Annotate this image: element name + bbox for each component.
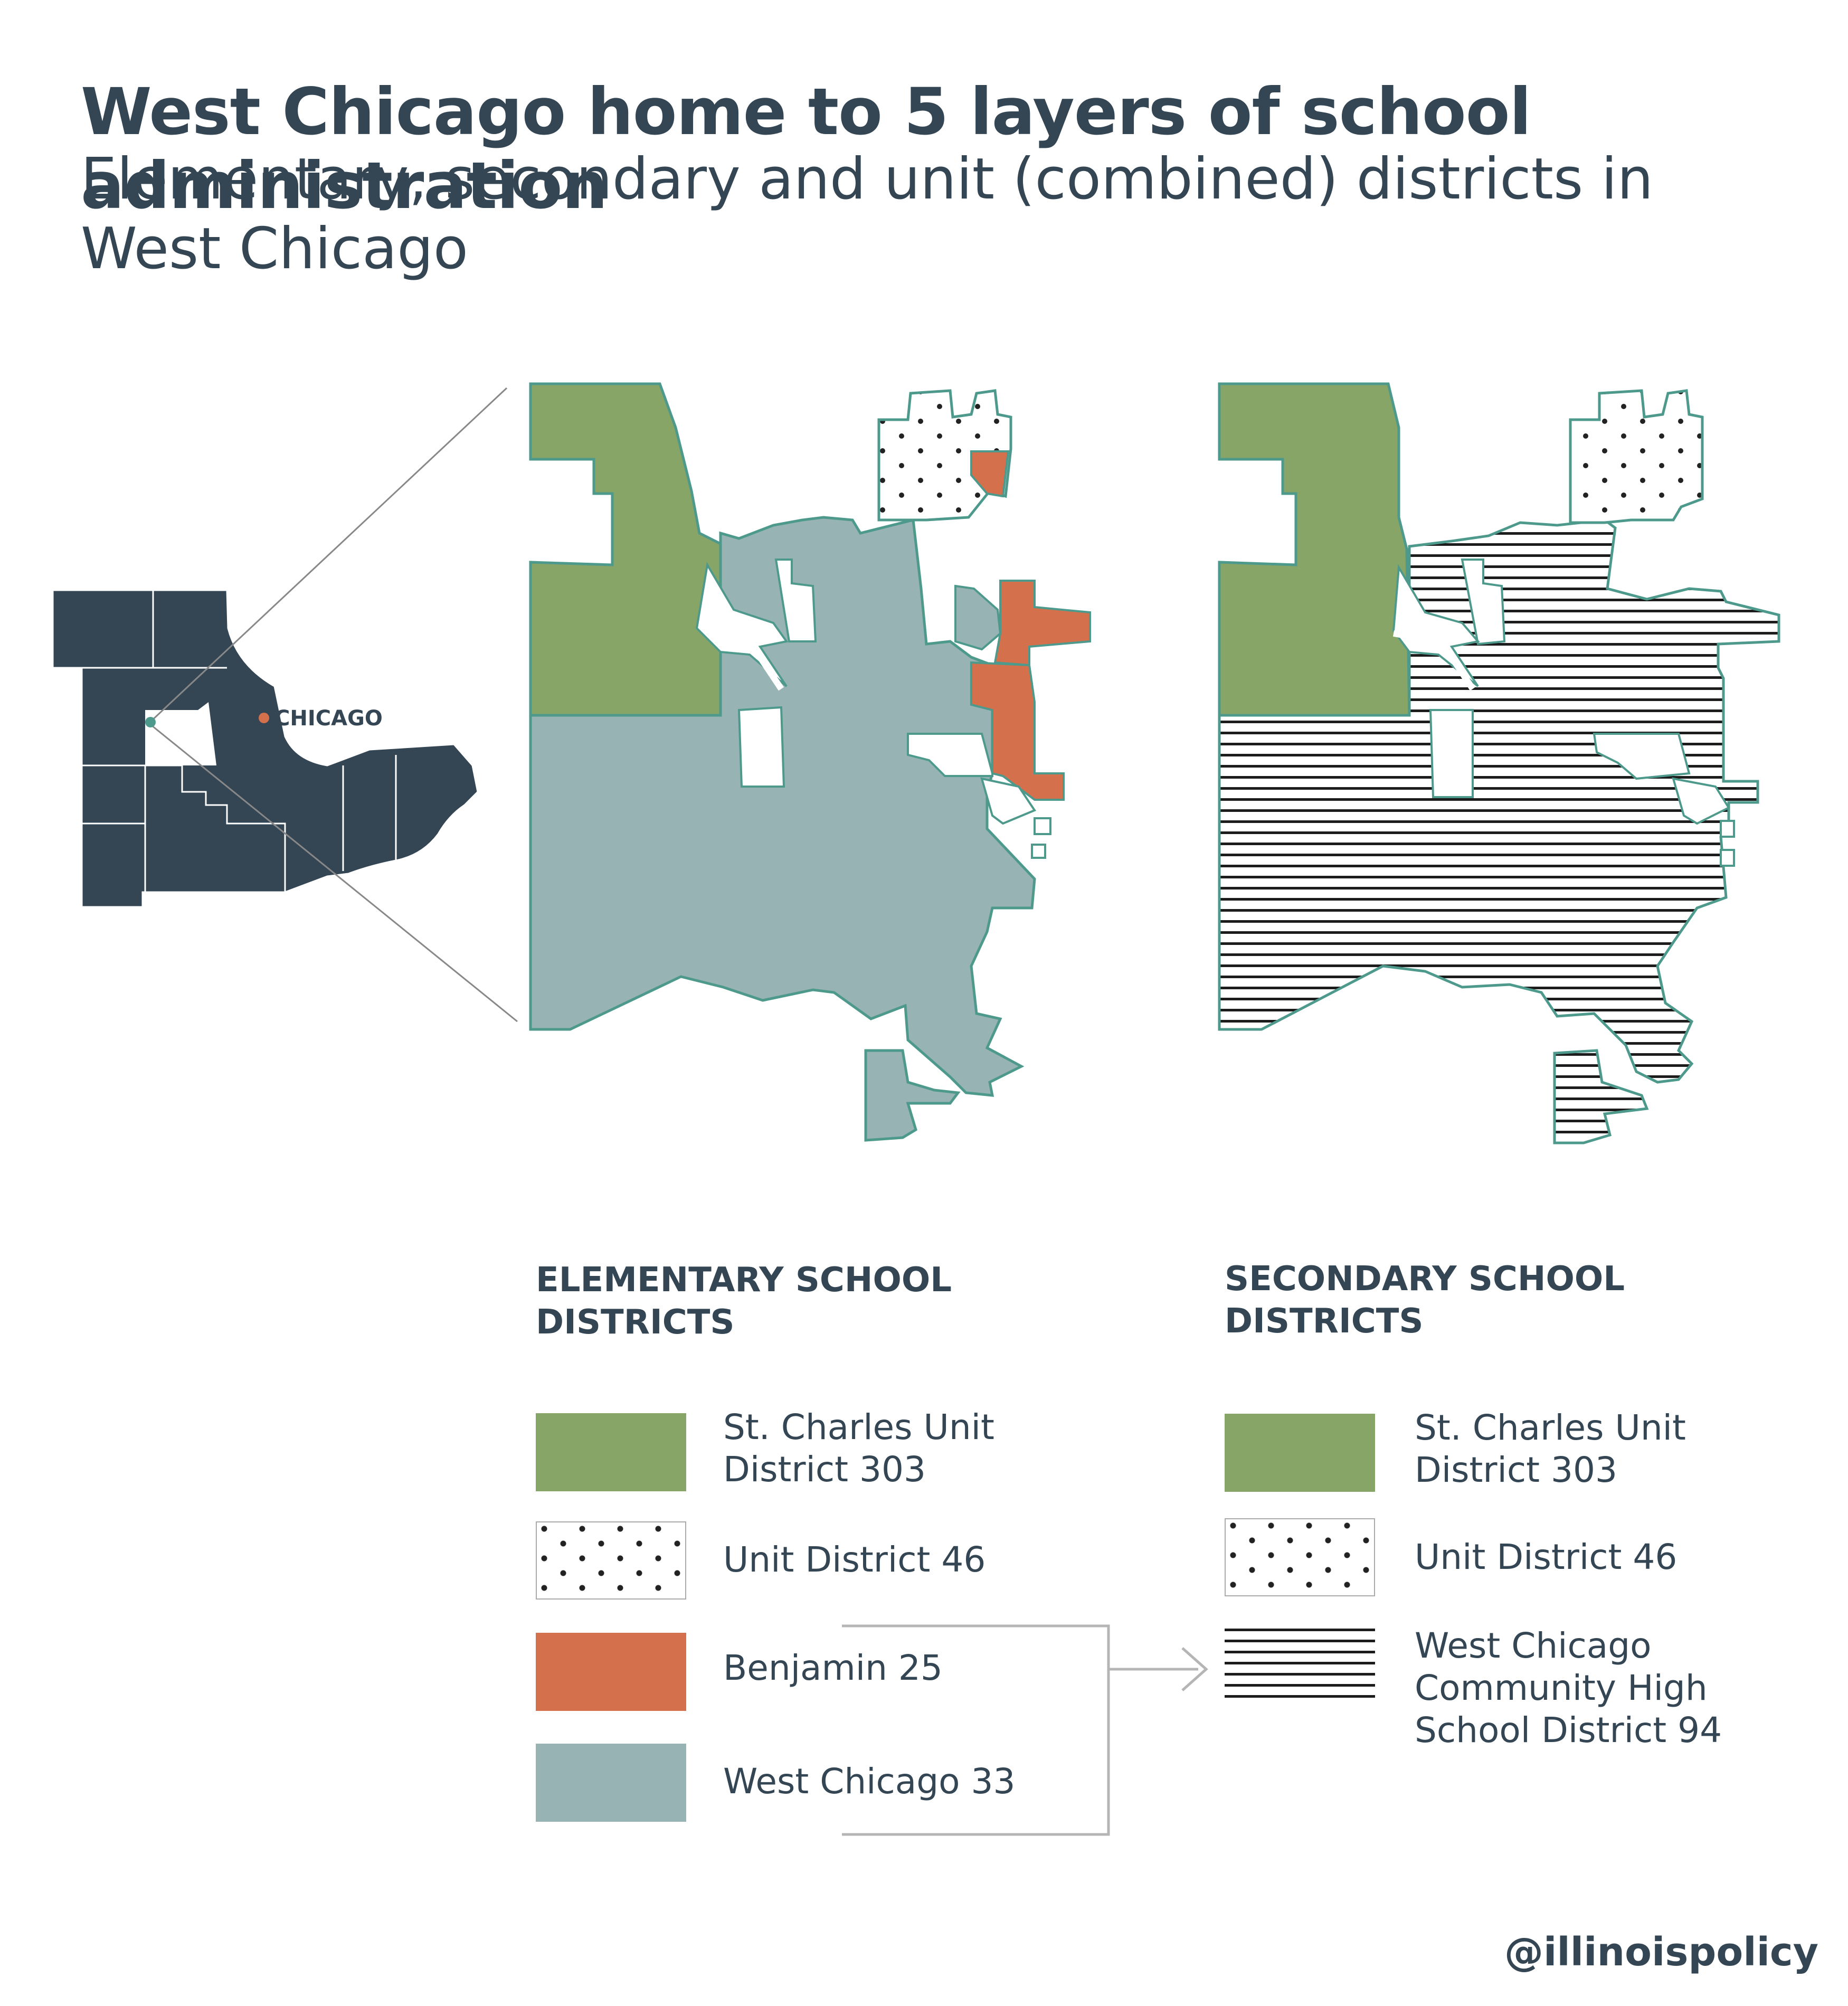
elementary-districts-map bbox=[529, 382, 1091, 1142]
secondary-districts-map bbox=[1218, 382, 1780, 1144]
elementary-holes bbox=[695, 559, 1051, 859]
district-benjamin-25-east bbox=[993, 580, 1091, 667]
secondary-stream bbox=[1393, 630, 1475, 691]
credit-handle: @illinoispolicy bbox=[1504, 1929, 1819, 1975]
legend-label-benjamin-25: Benjamin 25 bbox=[723, 1648, 943, 1688]
district-west-chicago-33 bbox=[529, 516, 1036, 1097]
district-benjamin-25-south bbox=[970, 661, 1065, 801]
county-outline bbox=[52, 589, 479, 908]
locator-map bbox=[52, 387, 518, 1023]
legend-swatch-west-chicago-94 bbox=[1225, 1629, 1375, 1702]
legend-swatch-west-chicago-33 bbox=[536, 1744, 686, 1822]
district-west-chicago-94-south-part bbox=[1553, 1049, 1649, 1144]
page-title: West Chicago home to 5 layers of school … bbox=[81, 74, 1531, 223]
locator-pointer bbox=[148, 387, 518, 1023]
legend-label-west-chicago-33: West Chicago 33 bbox=[723, 1761, 1016, 1802]
legend-label-st-charles-303: St. Charles Unit District 303 bbox=[723, 1407, 994, 1490]
west-chicago-marker bbox=[145, 717, 156, 727]
legend-label-west-chicago-94: West Chicago Community High School Distr… bbox=[1415, 1625, 1722, 1750]
legend-swatch-unit-46 bbox=[536, 1521, 686, 1600]
chicago-marker bbox=[259, 713, 269, 723]
legend-swatch-st-charles-303 bbox=[536, 1413, 686, 1491]
district-st-charles-303-secondary bbox=[1218, 382, 1411, 717]
legend-swatch-unit-46-secondary bbox=[1225, 1518, 1375, 1596]
district-benjamin-25-north bbox=[970, 450, 1010, 498]
locator-hole bbox=[145, 702, 216, 765]
legend-label-unit-46-secondary: Unit District 46 bbox=[1415, 1537, 1678, 1577]
legend-swatch-st-charles-303-secondary bbox=[1225, 1414, 1375, 1492]
secondary-holes bbox=[1392, 559, 1735, 867]
district-west-chicago-33-south-part bbox=[864, 1049, 961, 1142]
chicago-label: CHICAGO bbox=[274, 706, 383, 731]
district-st-charles-303 bbox=[529, 382, 722, 717]
secondary-legend-heading: SECONDARY SCHOOL DISTRICTS bbox=[1225, 1260, 1625, 1341]
elementary-legend-heading: ELEMENTARY SCHOOL DISTRICTS bbox=[536, 1261, 952, 1342]
elementary-stream bbox=[704, 628, 784, 691]
legend-label-st-charles-303-secondary: St. Charles Unit District 303 bbox=[1415, 1407, 1686, 1490]
district-unit-46 bbox=[877, 389, 1012, 522]
district-unit-46-secondary bbox=[1569, 389, 1704, 524]
connector-arrow bbox=[842, 1624, 1208, 1836]
legend-label-unit-46: Unit District 46 bbox=[723, 1539, 986, 1580]
page-subtitle: Elementary, secondary and unit (combined… bbox=[81, 146, 1654, 282]
legend-swatch-benjamin-25 bbox=[536, 1633, 686, 1711]
district-west-chicago-33-east-island bbox=[954, 584, 1002, 651]
